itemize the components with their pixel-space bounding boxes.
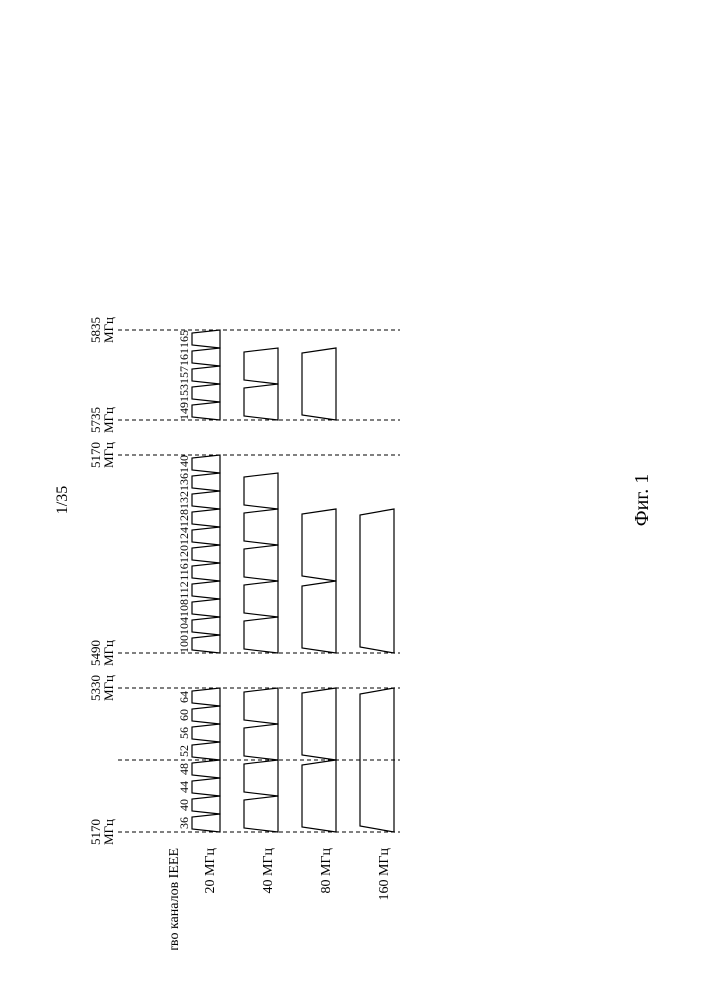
svg-text:100: 100	[177, 635, 191, 653]
svg-text:МГц: МГц	[101, 407, 116, 433]
svg-text:140: 140	[177, 455, 191, 473]
svg-text:108: 108	[177, 599, 191, 617]
channel-diagram: Количество каналов IEEE 20 МГц 40 МГц 80 МГ…	[84, 50, 564, 950]
svg-text:44: 44	[177, 781, 191, 793]
svg-text:149: 149	[177, 402, 191, 420]
svg-text:80 МГц: 80 МГц	[319, 848, 334, 894]
svg-text:136: 136	[177, 473, 191, 491]
svg-text:40: 40	[177, 799, 191, 811]
svg-text:60: 60	[177, 709, 191, 721]
svg-text:112: 112	[177, 581, 191, 599]
svg-text:128: 128	[177, 509, 191, 527]
svg-text:20 МГц: 20 МГц	[203, 848, 218, 894]
svg-text:160 МГц: 160 МГц	[377, 848, 392, 901]
svg-text:165: 165	[177, 330, 191, 348]
figure-caption: Фиг. 1	[631, 50, 654, 950]
svg-text:36: 36	[177, 817, 191, 829]
svg-text:157: 157	[177, 366, 191, 384]
svg-text:153: 153	[177, 384, 191, 402]
svg-text:161: 161	[177, 348, 191, 366]
svg-text:40 МГц: 40 МГц	[261, 848, 276, 894]
svg-text:124: 124	[177, 527, 191, 545]
svg-text:132: 132	[177, 491, 191, 509]
svg-text:120: 120	[177, 545, 191, 563]
svg-text:Количество каналов IEEE: Количество каналов IEEE	[167, 848, 182, 950]
page-number: 1/35	[54, 50, 72, 950]
svg-text:МГц: МГц	[101, 640, 116, 666]
svg-text:104: 104	[177, 617, 191, 635]
svg-text:48: 48	[177, 763, 191, 775]
svg-text:МГц: МГц	[101, 317, 116, 343]
svg-text:МГц: МГц	[101, 819, 116, 845]
svg-text:64: 64	[177, 691, 191, 703]
svg-text:56: 56	[177, 727, 191, 739]
svg-text:52: 52	[177, 745, 191, 757]
svg-text:МГц: МГц	[101, 442, 116, 468]
svg-text:МГц: МГц	[101, 675, 116, 701]
svg-text:116: 116	[177, 563, 191, 581]
